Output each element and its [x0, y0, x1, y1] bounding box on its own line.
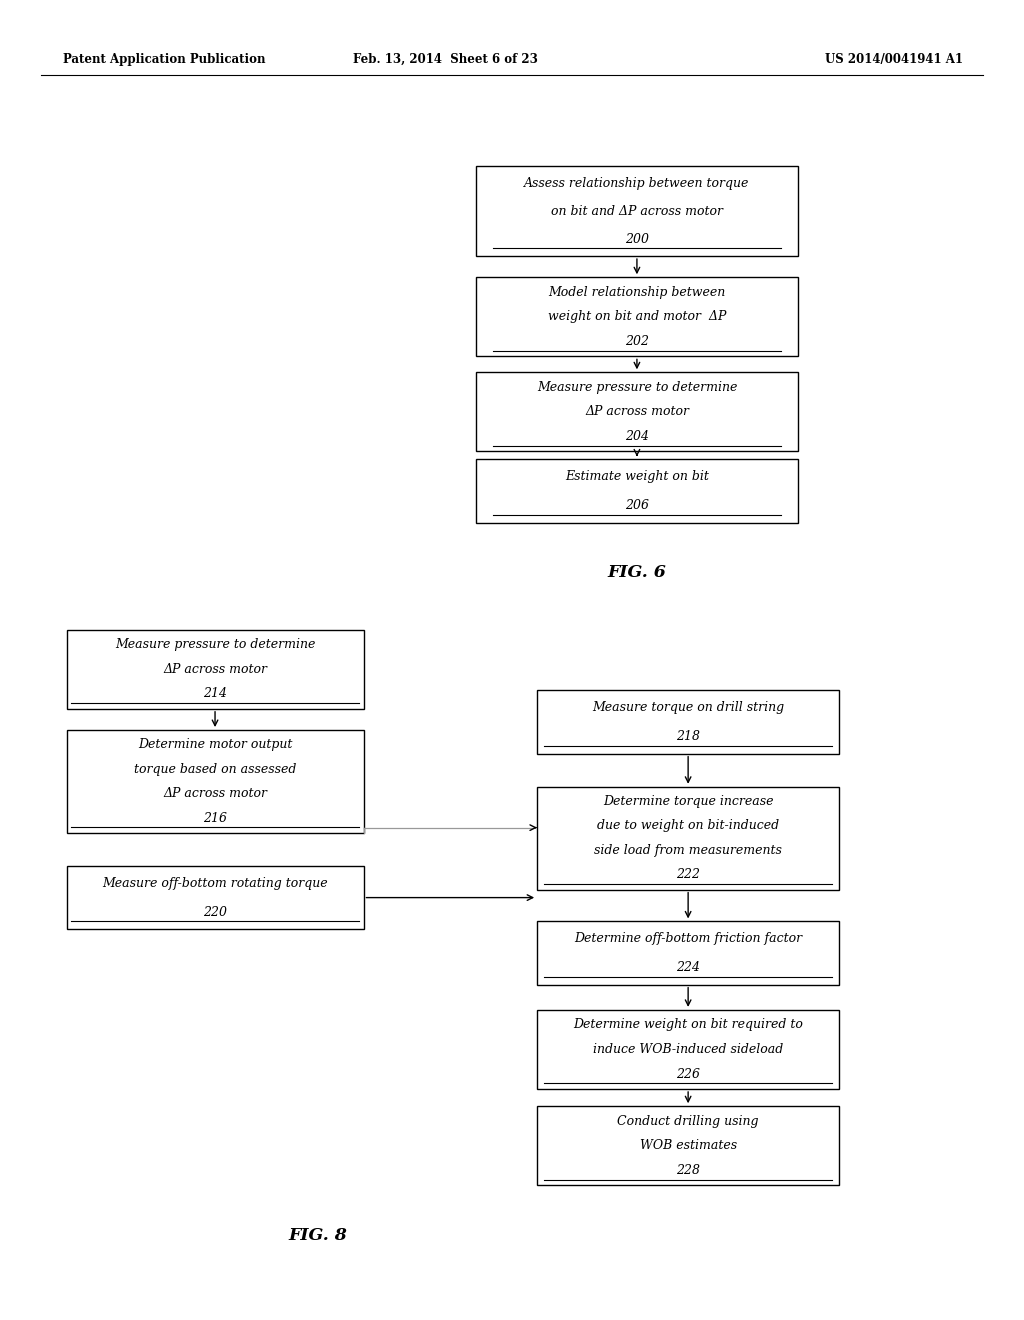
Text: 220: 220: [203, 906, 227, 919]
Text: Conduct drilling using: Conduct drilling using: [617, 1114, 759, 1127]
Text: 206: 206: [625, 499, 649, 512]
Text: FIG. 6: FIG. 6: [607, 565, 667, 581]
Bar: [67, 630, 364, 709]
Text: Determine off-bottom friction factor: Determine off-bottom friction factor: [574, 932, 802, 945]
Bar: [475, 166, 799, 256]
Text: Feb. 13, 2014  Sheet 6 of 23: Feb. 13, 2014 Sheet 6 of 23: [353, 53, 538, 66]
Text: induce WOB-induced sideload: induce WOB-induced sideload: [593, 1043, 783, 1056]
Text: 218: 218: [676, 730, 700, 743]
Bar: [538, 921, 840, 985]
Text: side load from measurements: side load from measurements: [594, 843, 782, 857]
Text: Patent Application Publication: Patent Application Publication: [63, 53, 266, 66]
Text: 200: 200: [625, 232, 649, 246]
Text: Assess relationship between torque: Assess relationship between torque: [524, 177, 750, 190]
Text: Measure off-bottom rotating torque: Measure off-bottom rotating torque: [102, 876, 328, 890]
Text: Measure pressure to determine: Measure pressure to determine: [115, 638, 315, 651]
Text: 202: 202: [625, 335, 649, 348]
Text: 216: 216: [203, 812, 227, 825]
Bar: [538, 690, 840, 754]
Text: 204: 204: [625, 430, 649, 444]
Text: 222: 222: [676, 869, 700, 882]
Text: Determine weight on bit required to: Determine weight on bit required to: [573, 1018, 803, 1031]
Text: 224: 224: [676, 961, 700, 974]
Text: on bit and ΔP across motor: on bit and ΔP across motor: [551, 205, 723, 218]
Text: 228: 228: [676, 1164, 700, 1177]
Bar: [538, 1010, 840, 1089]
Text: torque based on assessed: torque based on assessed: [134, 763, 296, 776]
Bar: [538, 1106, 840, 1185]
Text: ΔP across motor: ΔP across motor: [163, 787, 267, 800]
Text: Determine motor output: Determine motor output: [138, 738, 292, 751]
Bar: [538, 787, 840, 890]
Text: Determine torque increase: Determine torque increase: [603, 795, 773, 808]
Text: FIG. 8: FIG. 8: [288, 1228, 347, 1243]
Text: WOB estimates: WOB estimates: [640, 1139, 736, 1152]
Bar: [475, 459, 799, 523]
Text: 226: 226: [676, 1068, 700, 1081]
Text: 214: 214: [203, 688, 227, 701]
Text: Measure pressure to determine: Measure pressure to determine: [537, 380, 737, 393]
Text: Estimate weight on bit: Estimate weight on bit: [565, 470, 709, 483]
Text: due to weight on bit-induced: due to weight on bit-induced: [597, 820, 779, 833]
Bar: [67, 866, 364, 929]
Text: weight on bit and motor  ΔP: weight on bit and motor ΔP: [548, 310, 726, 323]
Bar: [67, 730, 364, 833]
Text: ΔP across motor: ΔP across motor: [585, 405, 689, 418]
Text: US 2014/0041941 A1: US 2014/0041941 A1: [824, 53, 963, 66]
Bar: [475, 372, 799, 451]
Bar: [475, 277, 799, 356]
Text: Model relationship between: Model relationship between: [548, 285, 726, 298]
Text: ΔP across motor: ΔP across motor: [163, 663, 267, 676]
Text: Measure torque on drill string: Measure torque on drill string: [592, 701, 784, 714]
